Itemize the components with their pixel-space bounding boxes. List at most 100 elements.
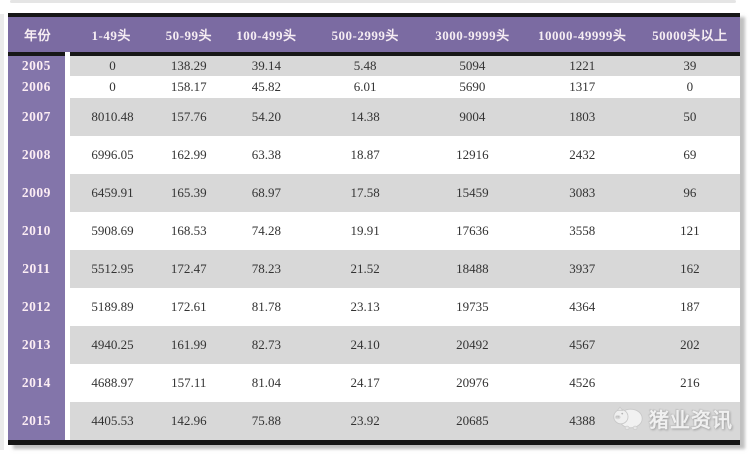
table-row: 2006 0 158.17 45.82 6.01 5690 1317 0: [8, 76, 740, 98]
year-cell: 2014: [8, 364, 70, 402]
year-cell: 2013: [8, 326, 70, 364]
value-cell: 4526: [524, 364, 640, 402]
year-cell: 2015: [8, 402, 70, 440]
table-body: 2005 0 138.29 39.14 5.48 5094 1221 39 2006 0 158.1…: [8, 54, 740, 440]
value-cell: 161.99: [155, 326, 223, 364]
value-cell: 18.87: [310, 136, 421, 174]
header-row: 年份 1-49头 50-99头 100-499头 500-2999头 3000-…: [8, 17, 740, 56]
value-cell: 162.99: [155, 136, 223, 174]
table-row: 2009 6459.91 165.39 68.97 17.58 15459 3083 96: [8, 174, 740, 212]
value-cell: 21.52: [310, 250, 421, 288]
value-cell: 4940.25: [67, 326, 156, 364]
value-cell: 74.28: [222, 212, 311, 250]
value-cell: 75.88: [222, 402, 311, 440]
value-cell: 54.20: [222, 98, 311, 136]
value-cell: 5690: [420, 76, 525, 98]
value-cell: 18488: [420, 250, 525, 288]
value-cell: 2432: [524, 136, 640, 174]
value-cell: 158.17: [155, 76, 223, 98]
value-cell: 172.61: [155, 288, 223, 326]
column-header-50-99: 50-99头: [155, 17, 223, 56]
value-cell: 39.14: [222, 54, 311, 76]
table-row: 2008 6996.05 162.99 63.38 18.87 12916 2432 69: [8, 136, 740, 174]
year-cell: 2012: [8, 288, 70, 326]
value-cell: 19.91: [310, 212, 421, 250]
year-cell: 2007: [8, 98, 70, 136]
value-cell: 81.04: [222, 364, 311, 402]
value-cell: 142.96: [155, 402, 223, 440]
value-cell: 9004: [420, 98, 525, 136]
data-table: 年份 1-49头 50-99头 100-499头 500-2999头 3000-…: [8, 17, 740, 440]
value-cell: 45.82: [222, 76, 311, 98]
value-cell: 202: [639, 326, 740, 364]
value-cell: 81.78: [222, 288, 311, 326]
column-header-500-2999: 500-2999头: [310, 17, 421, 56]
value-cell: 8010.48: [67, 98, 156, 136]
value-cell: 5908.69: [67, 212, 156, 250]
table-row: 2011 5512.95 172.47 78.23 21.52 18488 3937 162: [8, 250, 740, 288]
value-cell: 168.53: [155, 212, 223, 250]
value-cell: 17.58: [310, 174, 421, 212]
value-cell: 4364: [524, 288, 640, 326]
year-cell: 2006: [8, 76, 70, 98]
table-row: 2010 5908.69 168.53 74.28 19.91 17636 3558 121: [8, 212, 740, 250]
value-cell: 187: [639, 288, 740, 326]
column-header-1-49: 1-49头: [67, 17, 156, 56]
value-cell: 4388: [524, 402, 640, 440]
value-cell: 3558: [524, 212, 640, 250]
table-row: 2014 4688.97 157.11 81.04 24.17 20976 4526 216: [8, 364, 740, 402]
value-cell: 14.38: [310, 98, 421, 136]
value-cell: 82.73: [222, 326, 311, 364]
year-cell: 2011: [8, 250, 70, 288]
year-cell: 2010: [8, 212, 70, 250]
value-cell: 1317: [524, 76, 640, 98]
table-row: 2007 8010.48 157.76 54.20 14.38 9004 1803 50: [8, 98, 740, 136]
value-cell: 12916: [420, 136, 525, 174]
value-cell: 78.23: [222, 250, 311, 288]
table-row: 2012 5189.89 172.61 81.78 23.13 19735 4364 187: [8, 288, 740, 326]
table-row: 2005 0 138.29 39.14 5.48 5094 1221 39: [8, 54, 740, 76]
value-cell: 5.48: [310, 54, 421, 76]
value-cell: 69: [639, 136, 740, 174]
value-cell: 50: [639, 98, 740, 136]
value-cell: 20976: [420, 364, 525, 402]
top-edge-smudge: [10, 0, 736, 3]
value-cell: 24.17: [310, 364, 421, 402]
value-cell: 39: [639, 54, 740, 76]
value-cell: [639, 402, 740, 440]
table-row: 2013 4940.25 161.99 82.73 24.10 20492 4567 202: [8, 326, 740, 364]
value-cell: 63.38: [222, 136, 311, 174]
value-cell: 4688.97: [67, 364, 156, 402]
value-cell: 19735: [420, 288, 525, 326]
value-cell: 1221: [524, 54, 640, 76]
value-cell: 165.39: [155, 174, 223, 212]
value-cell: 3083: [524, 174, 640, 212]
column-header-10000-49999: 10000-49999头: [524, 17, 640, 56]
value-cell: 4567: [524, 326, 640, 364]
value-cell: 6.01: [310, 76, 421, 98]
column-header-3000-9999: 3000-9999头: [420, 17, 525, 56]
value-cell: 216: [639, 364, 740, 402]
value-cell: 157.76: [155, 98, 223, 136]
year-cell: 2008: [8, 136, 70, 174]
value-cell: 5512.95: [67, 250, 156, 288]
value-cell: 20492: [420, 326, 525, 364]
value-cell: 172.47: [155, 250, 223, 288]
column-header-100-499: 100-499头: [222, 17, 311, 56]
value-cell: 162: [639, 250, 740, 288]
year-cell: 2005: [8, 54, 70, 76]
value-cell: 121: [639, 212, 740, 250]
table-row: 2015 4405.53 142.96 75.88 23.92 20685 4388: [8, 402, 740, 440]
value-cell: 138.29: [155, 54, 223, 76]
value-cell: 3937: [524, 250, 640, 288]
value-cell: 157.11: [155, 364, 223, 402]
value-cell: 4405.53: [67, 402, 156, 440]
left-edge-smudge: [0, 14, 4, 450]
value-cell: 24.10: [310, 326, 421, 364]
value-cell: 6996.05: [67, 136, 156, 174]
value-cell: 5189.89: [67, 288, 156, 326]
value-cell: 5094: [420, 54, 525, 76]
value-cell: 0: [67, 54, 156, 76]
pig-farm-scale-table: 年份 1-49头 50-99头 100-499头 500-2999头 3000-…: [8, 13, 740, 445]
